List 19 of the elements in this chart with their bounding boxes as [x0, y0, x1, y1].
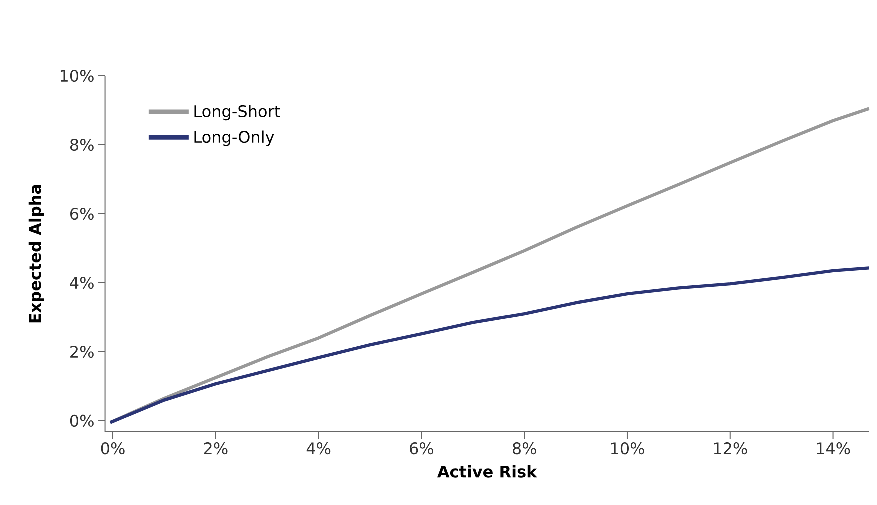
x-axis-title: Active Risk	[437, 465, 538, 478]
x-tick-label: 2%	[204, 442, 228, 455]
y-tick-label: 10%	[60, 70, 94, 82]
y-tick-label: 6%	[70, 208, 94, 220]
legend-label: Long-Only	[194, 130, 274, 146]
x-tick-label: 12%	[714, 442, 748, 455]
x-tick-label: 14%	[817, 442, 850, 455]
x-tick-label: 0%	[101, 442, 125, 455]
y-tick-label: 4%	[70, 276, 94, 290]
x-tick-label: 10%	[611, 442, 644, 455]
y-tick-label: 0%	[70, 414, 94, 428]
y-axis-title: Expected Alpha	[28, 185, 44, 323]
x-tick-label: 4%	[306, 442, 331, 455]
line-series	[108, 266, 871, 424]
x-tick-label: 6%	[410, 442, 434, 455]
x-tick-label: 8%	[512, 442, 536, 455]
legend-label: Long-Short	[194, 105, 280, 121]
y-tick-label: 2%	[70, 346, 94, 358]
y-tick-label: 8%	[70, 138, 94, 152]
